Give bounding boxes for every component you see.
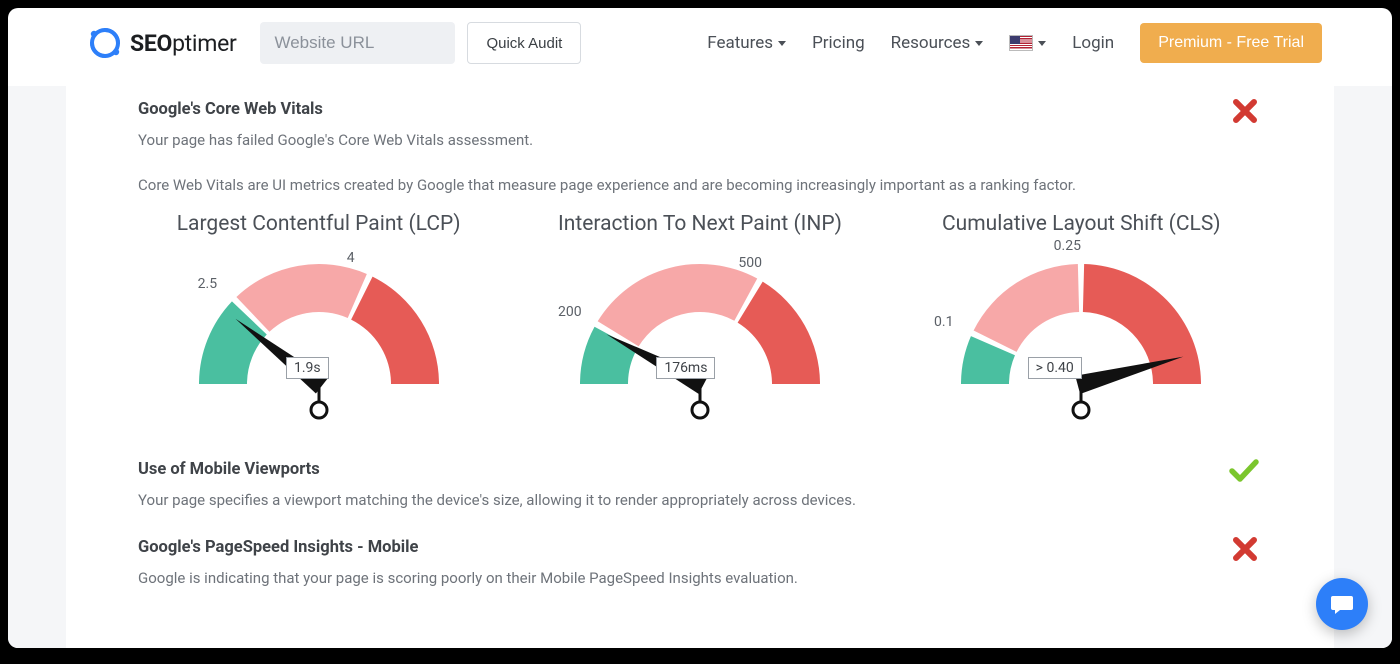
section-title: Google's PageSpeed Insights - Mobile: [138, 538, 1262, 557]
status-fail-icon: [1230, 96, 1260, 126]
section-desc: Google is indicating that your page is s…: [138, 567, 1262, 590]
section-desc: Your page specifies a viewport matching …: [138, 489, 1262, 512]
gauge-value-label: 1.9s: [286, 357, 329, 379]
chevron-down-icon: [975, 41, 983, 46]
status-fail-icon: [1230, 534, 1260, 564]
gauge-value-label: > 0.40: [1028, 357, 1082, 379]
status-pass-icon: [1228, 456, 1260, 486]
logo-text-light: ptimer: [172, 30, 236, 57]
gauge-chart: 2.5 4 1.9s: [138, 244, 499, 434]
flag-us-icon: [1009, 35, 1033, 51]
gauge-title: Cumulative Layout Shift (CLS): [901, 212, 1262, 236]
gauge-title: Interaction To Next Paint (INP): [519, 212, 880, 236]
nav-resources[interactable]: Resources: [891, 33, 984, 53]
section-title: Use of Mobile Viewports: [138, 460, 1262, 479]
gauge-inp: Interaction To Next Paint (INP) 200 500 17…: [519, 212, 880, 434]
gauge-tick-label: 4: [347, 250, 355, 266]
gauge-tick-label: 500: [738, 255, 762, 271]
chevron-down-icon: [778, 41, 786, 46]
gauge-tick-label: 0.25: [1054, 238, 1081, 254]
premium-trial-button[interactable]: Premium - Free Trial: [1140, 23, 1322, 63]
section-mobile-viewports: Use of Mobile Viewports Your page specif…: [138, 460, 1262, 512]
nav-features-label: Features: [707, 33, 773, 53]
logo[interactable]: SEOptimer: [86, 24, 236, 62]
nav-pricing[interactable]: Pricing: [812, 33, 865, 53]
nav-features[interactable]: Features: [707, 33, 786, 53]
gauge-chart: 200 500 176ms: [519, 244, 880, 434]
gauge-title: Largest Contentful Paint (LCP): [138, 212, 499, 236]
section-title: Google's Core Web Vitals: [138, 100, 1262, 119]
language-selector[interactable]: [1009, 35, 1046, 51]
gauge-value-label: 176ms: [656, 357, 715, 379]
gauge-tick-label: 2.5: [198, 276, 217, 292]
section-core-web-vitals: Google's Core Web Vitals Your page has f…: [138, 100, 1262, 434]
section-psi-mobile: Google's PageSpeed Insights - Mobile Goo…: [138, 538, 1262, 590]
nav-login[interactable]: Login: [1072, 33, 1114, 53]
logo-icon: [86, 24, 124, 62]
content-area: Google's Core Web Vitals Your page has f…: [8, 78, 1392, 590]
gauge-lcp: Largest Contentful Paint (LCP) 2.5 4 1.9s: [138, 212, 499, 434]
gauge-cls: Cumulative Layout Shift (CLS) 0.10.25> 0…: [901, 212, 1262, 434]
section-desc: Core Web Vitals are UI metrics created b…: [138, 174, 1262, 197]
quick-audit-button[interactable]: Quick Audit: [467, 22, 581, 64]
chevron-down-icon: [1038, 41, 1046, 46]
gauge-tick-label: 0.1: [934, 314, 953, 330]
chat-icon: [1329, 591, 1355, 617]
chat-launcher-button[interactable]: [1316, 578, 1368, 630]
section-desc: Your page has failed Google's Core Web V…: [138, 129, 1262, 152]
topbar: SEOptimer Quick Audit Features Pricing R…: [8, 8, 1392, 78]
main-nav: Features Pricing Resources Login Premium…: [707, 23, 1322, 63]
url-input[interactable]: [260, 22, 455, 64]
logo-text: SEOptimer: [130, 30, 236, 57]
gauge-tick-label: 200: [558, 304, 582, 320]
logo-text-bold: SEO: [130, 30, 172, 57]
nav-resources-label: Resources: [891, 33, 971, 53]
gauge-chart: 0.10.25> 0.40: [901, 244, 1262, 434]
gauges-row: Largest Contentful Paint (LCP) 2.541.9s …: [138, 212, 1262, 434]
